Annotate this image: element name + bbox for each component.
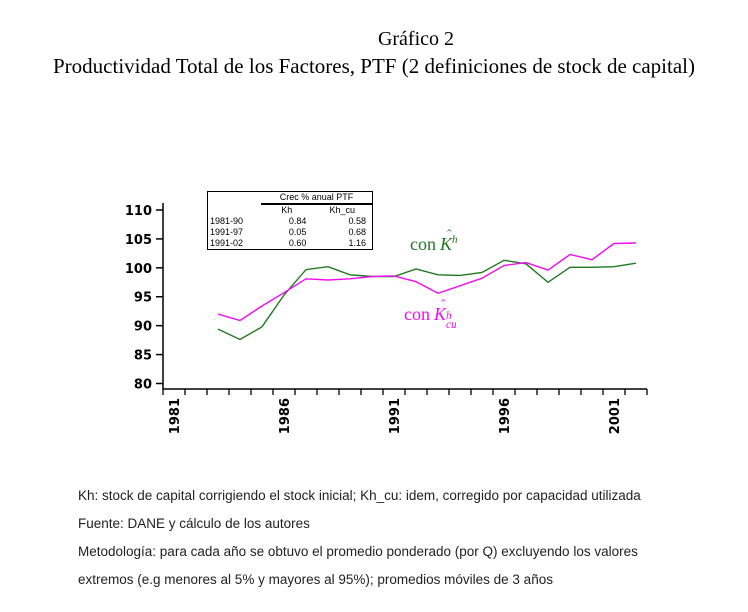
hat-accent: ˆ	[440, 296, 446, 312]
y-tick-label: 80	[134, 377, 152, 392]
footnotes: Kh: stock de capital corrigiendo el stoc…	[78, 486, 726, 598]
footnote-methodology-line1: Metodología: para cada año se obtuvo el …	[78, 544, 638, 559]
stats-table-header: Crec % anual PTF	[261, 192, 372, 205]
x-tick-label: 1986	[278, 398, 293, 434]
kh-value: 0.84	[288, 216, 307, 226]
series-label-prefix: con	[410, 234, 436, 254]
superscript-h: h	[452, 234, 458, 246]
chart-subtitle: Productividad Total de los Factores, PTF…	[53, 54, 695, 78]
y-tick-label: 95	[134, 291, 152, 306]
chart-title: Gráfico 2	[377, 28, 455, 50]
y-tick-label: 100	[125, 262, 152, 277]
footnote-definitions: Kh: stock de capital corrigiendo el stoc…	[78, 488, 641, 503]
stats-col-kh: Kh	[281, 205, 293, 215]
kh-cu-value: 0.58	[348, 216, 366, 226]
y-tick-label: 90	[134, 320, 152, 335]
subscript-cu: cu	[446, 319, 457, 332]
footnote-source: Fuente: DANE y cálculo de los autores	[78, 516, 310, 531]
y-tick-label: 110	[125, 204, 152, 219]
period-label: 1991-02	[210, 238, 244, 248]
x-tick-label: 1981	[168, 398, 183, 434]
stats-col-kh-cu: Kh_cu	[329, 205, 355, 215]
y-tick-label: 105	[125, 233, 152, 248]
k-symbol: K	[440, 234, 453, 254]
stats-corner-cell	[208, 192, 261, 204]
table-row: 1981-90 0.84 0.58	[208, 216, 372, 227]
period-label: 1981-90	[210, 216, 244, 226]
period-label: 1991-97	[210, 227, 244, 237]
footnote-methodology-line2: extremos (e.g menores al 5% y mayores al…	[78, 572, 553, 587]
x-tick-label: 2001	[608, 398, 623, 434]
series-label-kh: con K ˆ h	[410, 227, 458, 255]
kh-value: 0.05	[288, 227, 307, 237]
growth-stats-table: Crec % anual PTF Kh Kh_cu 1981-90 0.84 0…	[207, 191, 373, 250]
kh-value: 0.60	[288, 238, 307, 248]
kh-cu-value: 1.16	[348, 238, 366, 248]
x-tick-label: 1991	[388, 398, 403, 434]
series-line-kh-cu	[217, 242, 637, 322]
table-row: 1991-97 0.05 0.68	[208, 227, 372, 238]
series-label-prefix: con	[404, 304, 430, 324]
x-tick-label: 1996	[498, 398, 513, 434]
table-row: 1991-02 0.60 1.16	[208, 238, 372, 249]
ptf-line-chart: 80 85 90 95 100 105 110 1981 1986 1991 1996 2001	[125, 203, 648, 434]
hat-accent: ˆ	[446, 226, 452, 242]
kh-cu-value: 0.68	[348, 227, 366, 237]
series-label-kh-cu: con K ˆ h cu	[404, 297, 457, 332]
y-tick-label: 85	[134, 349, 152, 364]
superscript-h: h	[446, 310, 452, 323]
k-symbol: K	[434, 304, 447, 324]
